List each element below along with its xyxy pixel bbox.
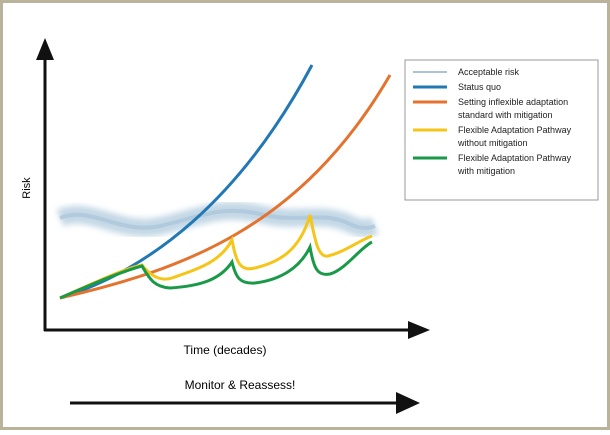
x-arrow xyxy=(408,321,430,339)
monitor-arrow xyxy=(396,392,420,414)
legend-label: Flexible Adaptation Pathway xyxy=(458,125,572,135)
acceptable-risk-line xyxy=(59,208,376,230)
legend-label: Setting inflexible adaptation xyxy=(458,97,568,107)
legend-label: Flexible Adaptation Pathway xyxy=(458,153,572,163)
y-arrow xyxy=(36,38,54,60)
legend: Acceptable risk Status quo Setting inflexi… xyxy=(413,67,572,176)
legend-label: with mitigation xyxy=(457,166,515,176)
footer-label: Monitor & Reassess! xyxy=(185,378,296,392)
legend-label: Acceptable risk xyxy=(458,67,520,77)
legend-label: standard with mitigation xyxy=(458,110,553,120)
legend-label: Status quo xyxy=(458,82,501,92)
flexible-with-mitigation-curve xyxy=(59,240,373,300)
x-label: Time (decades) xyxy=(184,343,267,357)
y-label: Risk xyxy=(21,177,33,199)
inflexible-curve xyxy=(59,74,392,300)
legend-label: without mitigation xyxy=(457,138,528,148)
